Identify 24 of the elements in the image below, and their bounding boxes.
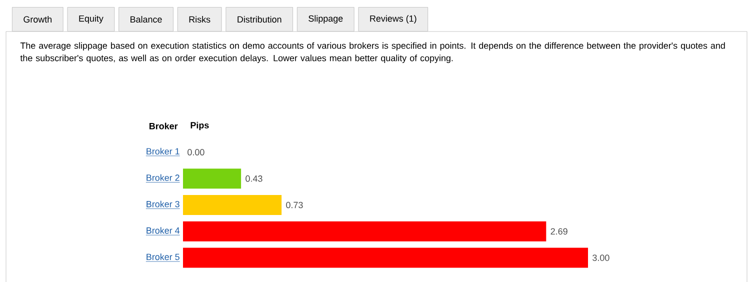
data-label: 0.73 — [286, 202, 303, 208]
bar — [183, 168, 242, 189]
text: Balance — [130, 16, 162, 23]
y-tick-label: Broker 3 — [146, 200, 180, 208]
bar — [183, 195, 282, 215]
text: Growth — [24, 16, 52, 23]
text: Reviews (1) — [370, 15, 416, 24]
y-tick-label: Broker 2 — [146, 174, 180, 181]
chart-subtitle: The average slippage based on execution statistics on demo accounts of various brokers is specified in points. It depends on the difference between the provider's quotes and the subscriber's quotes, as well as on order execution delays. Lower values mean better quality of copying. — [20, 42, 725, 64]
data-label: 2.69 — [550, 228, 568, 235]
text: Equity — [79, 15, 104, 24]
data-label: 3.00 — [592, 254, 610, 261]
x-axis-title: Pips — [190, 122, 209, 130]
bar — [183, 221, 546, 242]
data-label: 0.43 — [246, 175, 262, 182]
y-tick-label: Broker 5 — [146, 254, 180, 260]
data-label: 0.00 — [188, 149, 204, 156]
y-axis-title: Broker — [149, 122, 178, 130]
text: Slippage — [308, 15, 343, 24]
y-tick-label: Broker 1 — [146, 148, 180, 154]
bar — [183, 248, 588, 268]
text: Risks — [189, 16, 210, 23]
y-tick-label: Broker 4 — [146, 227, 180, 234]
text: Distribution — [238, 16, 282, 23]
